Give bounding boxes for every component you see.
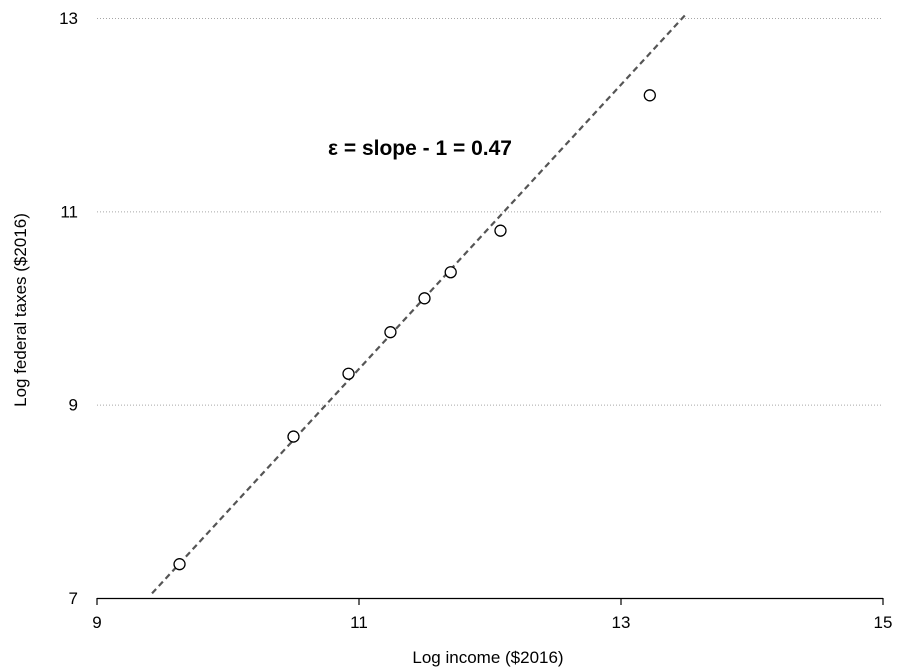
data-point-5 [418,292,431,305]
data-point-1 [173,558,186,571]
data-point-4 [384,326,397,339]
x-tick-label-13: 13 [612,613,631,632]
ticks [96,598,884,605]
data-point-6 [444,266,457,279]
y-tick-label-9: 9 [69,396,78,415]
fit-line-group [151,12,688,595]
y-tick-label-13: 13 [59,9,78,28]
data-points [173,89,656,571]
x-tick-label-9: 9 [92,613,101,632]
y-tick-label-7: 7 [69,589,78,608]
elasticity-annotation: ε = slope - 1 = 0.47 [328,137,512,160]
data-point-8 [643,89,656,102]
x-tick-label-15: 15 [874,613,893,632]
gridlines [97,18,883,406]
data-point-3 [342,367,355,380]
x-axis-label: Log income ($2016) [412,648,563,667]
y-tick-label-11: 11 [60,202,78,221]
data-point-7 [494,224,507,237]
x-tick-label-11: 11 [350,613,368,632]
y-axis-label: Log federal taxes ($2016) [11,213,30,407]
data-point-2 [287,430,300,443]
fit-line [151,12,688,595]
